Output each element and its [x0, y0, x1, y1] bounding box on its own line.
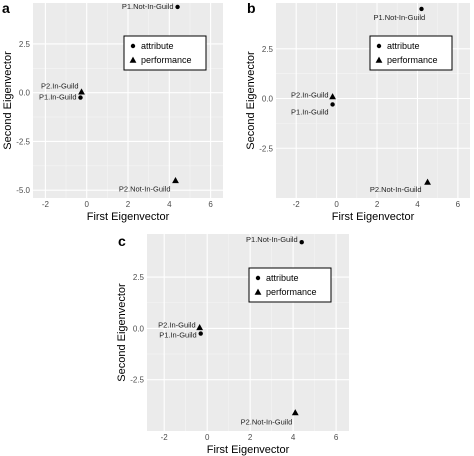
x-axis-title: First Eigenvector [87, 211, 170, 223]
y-axis-title: Second Eigenvector [245, 51, 257, 150]
legend-entry-label: attribute [266, 273, 299, 283]
point-attribute [299, 240, 304, 245]
x-tick-label: 2 [248, 433, 253, 442]
y-tick-label: 0.0 [262, 95, 274, 104]
y-tick-label: 0.0 [133, 324, 145, 333]
x-tick-label: 2 [375, 200, 380, 209]
point-attribute [198, 331, 203, 336]
panel-letter: b [247, 0, 256, 16]
point-label: P1.Not-In-Guild [122, 2, 174, 11]
point-performance [78, 88, 85, 95]
plot-background [276, 3, 470, 198]
legend-triangle-icon [129, 56, 137, 63]
scatter-panel-c: -2 0 2 4 6 2.5 0.0 -2.5 First Eigenvector Second … [116, 233, 349, 456]
point-label: P2.In-Guild [158, 320, 196, 329]
point-label: P2.Not-In-Guild [119, 184, 171, 193]
legend-entry-label: attribute [387, 41, 420, 51]
x-tick-label: 4 [415, 200, 420, 209]
point-performance [424, 178, 431, 185]
legend-box [248, 267, 332, 303]
legend: attribute performance [248, 267, 332, 303]
y-tick-label: 2.5 [262, 45, 274, 54]
x-tick-label: 4 [291, 433, 296, 442]
y-tick-label: 2.5 [19, 40, 31, 49]
y-tick-label: -5.0 [16, 186, 30, 195]
scatter-panel-b: -2 0 2 4 6 2.5 0.0 -2.5 First Eigenvector Second … [245, 0, 470, 223]
point-label: P1.Not-In-Guild [246, 235, 298, 244]
point-label: P2.In-Guild [291, 91, 329, 100]
legend-entry-label: attribute [141, 41, 174, 51]
x-tick-label: 6 [208, 200, 213, 209]
x-tick-label: -2 [161, 433, 169, 442]
point-label: P1.In-Guild [291, 107, 329, 116]
legend-entry-label: performance [387, 55, 438, 65]
panel-letter: c [118, 233, 126, 249]
legend-box [369, 35, 453, 71]
x-tick-label: 2 [126, 200, 131, 209]
panel-letter: a [2, 0, 10, 16]
point-label: P1.Not-In-Guild [374, 13, 426, 22]
y-tick-label: 0.0 [19, 89, 31, 98]
point-label: P1.In-Guild [39, 93, 77, 102]
x-tick-label: -2 [293, 200, 301, 209]
x-tick-label: 0 [84, 200, 89, 209]
legend-circle-icon [130, 43, 136, 49]
point-label: P1.In-Guild [159, 331, 197, 340]
scatter-panel-a: -2 0 2 4 6 2.5 0.0 -2.5 -5.0 First Eigenvector Sec… [2, 0, 223, 223]
legend-circle-icon [376, 43, 382, 49]
point-performance [172, 177, 179, 184]
point-attribute [78, 95, 83, 100]
y-axis-title: Second Eigenvector [2, 51, 14, 150]
point-label: P2.In-Guild [41, 82, 79, 91]
legend-entry-label: performance [266, 287, 317, 297]
legend-triangle-icon [254, 288, 262, 295]
point-performance [196, 323, 204, 331]
y-tick-label: 2.5 [133, 273, 145, 282]
point-performance [291, 409, 299, 416]
x-tick-label: 6 [456, 200, 461, 209]
point-attribute [330, 102, 335, 107]
legend-box [123, 35, 207, 71]
x-axis-title: First Eigenvector [332, 211, 415, 223]
point-label: P2.Not-In-Guild [241, 418, 293, 427]
legend-triangle-icon [375, 56, 383, 63]
x-tick-label: 0 [205, 433, 210, 442]
plot-background [147, 234, 349, 431]
x-tick-label: -2 [42, 200, 50, 209]
y-tick-label: -2.5 [16, 137, 30, 146]
point-label: P2.Not-In-Guild [370, 185, 422, 194]
point-performance [329, 93, 336, 100]
y-tick-label: -2.5 [259, 144, 273, 153]
legend-entry-label: performance [141, 55, 192, 65]
point-attribute [419, 6, 424, 12]
y-axis-title: Second Eigenvector [116, 283, 128, 382]
x-axis-title: First Eigenvector [207, 444, 290, 456]
legend: attribute performance [123, 35, 207, 71]
x-tick-label: 6 [334, 433, 339, 442]
x-tick-label: 0 [334, 200, 339, 209]
y-tick-label: -2.5 [130, 376, 144, 385]
x-tick-label: 4 [167, 200, 172, 209]
point-attribute [175, 4, 180, 10]
legend: attribute performance [369, 35, 453, 71]
legend-circle-icon [255, 275, 261, 281]
